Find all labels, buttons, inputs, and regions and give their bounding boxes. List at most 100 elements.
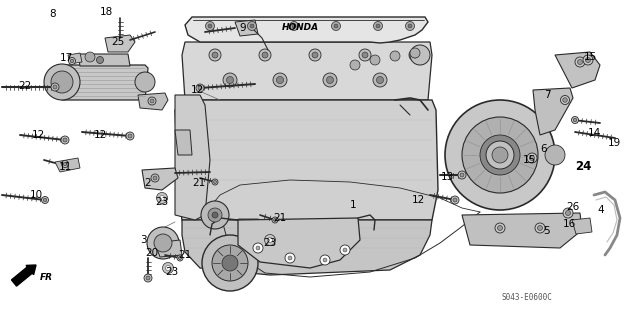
Text: 26: 26	[566, 202, 580, 212]
FancyArrow shape	[12, 265, 36, 286]
Polygon shape	[572, 218, 592, 234]
Circle shape	[453, 198, 457, 202]
Circle shape	[223, 73, 237, 87]
Circle shape	[179, 256, 182, 259]
Circle shape	[288, 256, 292, 260]
Text: 14: 14	[588, 128, 600, 138]
Circle shape	[529, 155, 534, 160]
Text: 13: 13	[440, 172, 454, 182]
Text: 24: 24	[575, 160, 591, 173]
Circle shape	[253, 243, 263, 253]
Circle shape	[61, 160, 68, 167]
Circle shape	[205, 21, 214, 31]
Circle shape	[480, 135, 520, 175]
Text: 6: 6	[541, 144, 547, 154]
Circle shape	[362, 52, 368, 58]
Circle shape	[332, 21, 340, 31]
Circle shape	[370, 55, 380, 65]
Circle shape	[63, 138, 67, 142]
Polygon shape	[182, 42, 432, 100]
Polygon shape	[182, 220, 432, 275]
Text: 19: 19	[607, 138, 621, 148]
Circle shape	[577, 60, 582, 64]
Circle shape	[201, 201, 229, 229]
Text: 22: 22	[19, 81, 31, 91]
Text: 11: 11	[58, 162, 72, 172]
Circle shape	[573, 118, 577, 122]
Circle shape	[374, 21, 383, 31]
Circle shape	[320, 255, 330, 265]
Polygon shape	[235, 20, 258, 36]
Polygon shape	[555, 52, 600, 88]
Polygon shape	[185, 17, 428, 43]
Polygon shape	[462, 213, 582, 248]
Circle shape	[85, 52, 95, 62]
Circle shape	[359, 49, 371, 61]
Text: 3: 3	[140, 235, 147, 245]
Polygon shape	[175, 100, 438, 220]
Text: 16: 16	[563, 219, 575, 229]
Circle shape	[159, 196, 164, 201]
Circle shape	[273, 219, 276, 221]
Polygon shape	[142, 168, 178, 190]
Circle shape	[535, 223, 545, 233]
Circle shape	[157, 192, 168, 204]
Text: S043-E0600C: S043-E0600C	[501, 293, 552, 302]
Circle shape	[309, 49, 321, 61]
Circle shape	[390, 51, 400, 61]
Circle shape	[458, 171, 466, 179]
Circle shape	[323, 258, 327, 262]
Circle shape	[326, 77, 333, 84]
Circle shape	[68, 57, 76, 64]
Circle shape	[208, 24, 212, 28]
Circle shape	[154, 234, 172, 252]
Circle shape	[340, 245, 350, 255]
Text: 5: 5	[544, 226, 550, 236]
Circle shape	[312, 52, 318, 58]
Text: 12: 12	[93, 130, 107, 140]
Circle shape	[151, 174, 159, 182]
Text: 10: 10	[29, 190, 43, 200]
Circle shape	[147, 227, 179, 259]
Text: 12: 12	[190, 85, 204, 95]
Circle shape	[248, 21, 257, 31]
Circle shape	[545, 145, 565, 165]
Circle shape	[53, 85, 57, 89]
Text: 4: 4	[598, 205, 604, 215]
Polygon shape	[175, 130, 192, 155]
Polygon shape	[68, 53, 82, 64]
Circle shape	[61, 136, 69, 144]
Circle shape	[376, 77, 383, 84]
Text: 20: 20	[145, 248, 159, 258]
Circle shape	[222, 255, 238, 271]
Circle shape	[214, 181, 216, 183]
Circle shape	[150, 99, 154, 103]
Circle shape	[563, 98, 567, 102]
Circle shape	[256, 246, 260, 250]
Text: 12: 12	[31, 130, 45, 140]
Circle shape	[202, 235, 258, 291]
Text: 17: 17	[60, 53, 72, 63]
Circle shape	[262, 52, 268, 58]
Circle shape	[44, 198, 47, 202]
Polygon shape	[105, 35, 135, 52]
Text: 8: 8	[50, 9, 56, 19]
Circle shape	[264, 234, 275, 246]
Polygon shape	[138, 93, 168, 110]
Circle shape	[350, 60, 360, 70]
Circle shape	[63, 162, 67, 166]
Polygon shape	[58, 65, 148, 100]
Text: HONDA: HONDA	[282, 24, 319, 33]
Circle shape	[42, 197, 49, 204]
Circle shape	[198, 86, 202, 90]
Circle shape	[177, 255, 183, 261]
Circle shape	[153, 176, 157, 180]
Text: 21: 21	[273, 213, 287, 223]
Circle shape	[212, 179, 218, 185]
Circle shape	[196, 84, 204, 92]
Circle shape	[268, 238, 273, 242]
Circle shape	[538, 226, 543, 231]
Circle shape	[492, 147, 508, 163]
Circle shape	[212, 245, 248, 281]
Text: 9: 9	[240, 23, 246, 33]
